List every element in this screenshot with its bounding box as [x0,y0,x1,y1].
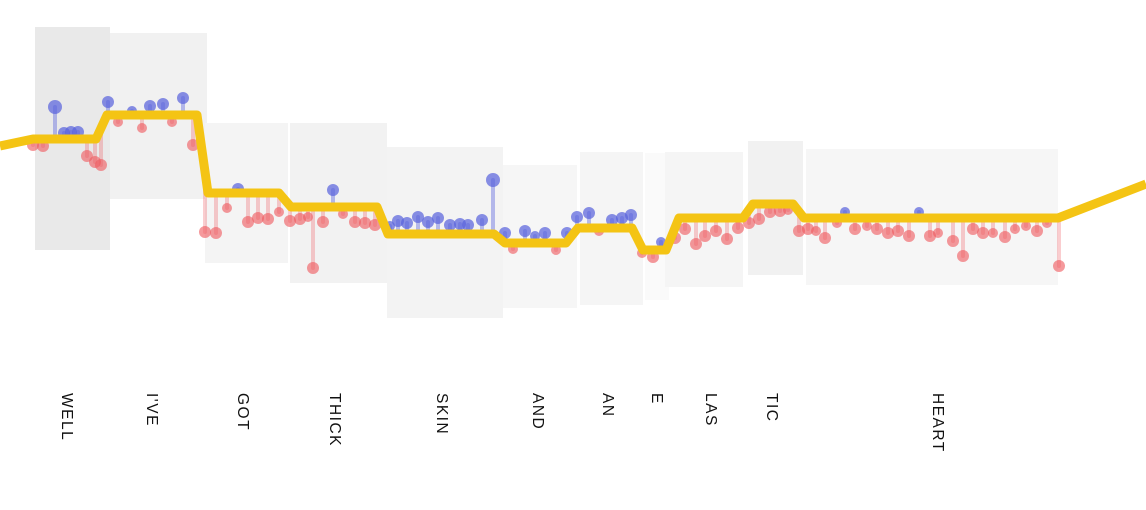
pitch-marker-dot-below [967,223,979,235]
word-label-thick: THICK [326,393,343,447]
pitch-marker-dot-below [1053,260,1065,272]
pitch-marker-dot-above [102,96,114,108]
pitch-marker-dot-below [819,232,831,244]
word-label-got: GOT [234,393,251,431]
pitch-marker-dot-below [811,226,821,236]
pitch-marker-dot-above [48,100,62,114]
pitch-marker-dot-above [177,92,189,104]
pitch-marker-dot-below [957,250,969,262]
pitch-marker-dot-below [307,262,319,274]
pitch-marker-dot-below [710,225,722,237]
pitch-marker-dot-below [222,203,232,213]
pitch-marker-dot-below [690,238,702,250]
pitch-marker-dot-below [977,227,989,239]
pitch-marker-dot-above [392,215,404,227]
pitch-marker-dot-below [262,213,274,225]
pitch-marker-dot-below [862,221,872,231]
pitch-marker-dot-below [999,231,1011,243]
pitch-marker-dot-below [699,230,711,242]
word-label-ive: I'VE [143,393,160,427]
pitch-marker-dot-below [732,222,744,234]
pitch-marker-dot-below [947,235,959,247]
pitch-marker-dot-below [294,213,306,225]
pitch-marker-dot-above [606,214,618,226]
pitch-marker-dot-below [1010,224,1020,234]
pitch-marker-dot-below [137,123,147,133]
pitch-marker-dot-below [303,212,313,222]
pitch-marker-dot-above [583,207,595,219]
pitch-marker-dot-below [721,233,733,245]
pitch-marker-dot-above [144,100,156,112]
pitch-marker-dot-above [486,173,500,187]
pitch-marker-dot-below [199,226,211,238]
pitch-marker-dot-below [753,213,765,225]
pitch-marker-dot-above [519,225,531,237]
pitch-marker-dot-below [802,223,814,235]
pitch-marker-dot-below [187,139,199,151]
pitch-marker-dot-below [988,228,998,238]
pitch-marker-dot-below [284,215,296,227]
pitch-marker-dot-below [210,227,222,239]
word-label-tic: TIC [763,393,780,422]
word-label-las: LAS [702,393,719,427]
pitch-marker-dot-below [242,216,254,228]
word-label-e: E [648,393,665,405]
pitch-marker-dot-below [359,217,371,229]
pitch-marker-dot-above [539,227,551,239]
word-label-heart: HEART [929,393,946,453]
pitch-marker-dot-above [571,211,583,223]
pitch-marker-dot-below [903,230,915,242]
pitch-marker-dot-above [625,209,637,221]
word-label-and: AND [529,393,546,430]
pitch-marker-dot-below [252,212,264,224]
pitch-marker-dot-above [401,217,413,229]
pitch-marker-dot-above [476,214,488,226]
pitch-marker-dot-below [793,225,805,237]
pitch-marker-dot-above [432,212,444,224]
word-label-skin: SKIN [433,393,450,435]
pitch-marker-dot-below [933,228,943,238]
pitch-marker-dot-below [871,223,883,235]
pitch-marker-dot-above [444,219,456,231]
pitch-marker-dot-above [462,219,474,231]
pitch-marker-dot-below [892,225,904,237]
pitch-marker-dot-above [412,211,424,223]
pitch-marker-dot-below [679,223,691,235]
pitch-marker-dot-above [422,216,434,228]
pitch-marker-dot-below [274,207,284,217]
pitch-marker-dot-below [1021,221,1031,231]
word-label-an: AN [599,393,616,418]
pitch-marker-dot-below [1031,225,1043,237]
pitch-marker-dot-above [157,98,169,110]
pitch-marker-dot-below [849,223,861,235]
pitch-marker-dot-below [349,216,361,228]
word-label-well: WELL [58,393,75,441]
pitch-marker-dot-above [327,184,339,196]
pitch-marker-dot-below [764,206,776,218]
pitch-marker-dot-below [882,227,894,239]
pitch-marker-dot-below [369,219,381,231]
pitch-marker-dot-below [317,216,329,228]
pitch-marker-dot-below [95,159,107,171]
target-pitch-line [0,110,1146,255]
